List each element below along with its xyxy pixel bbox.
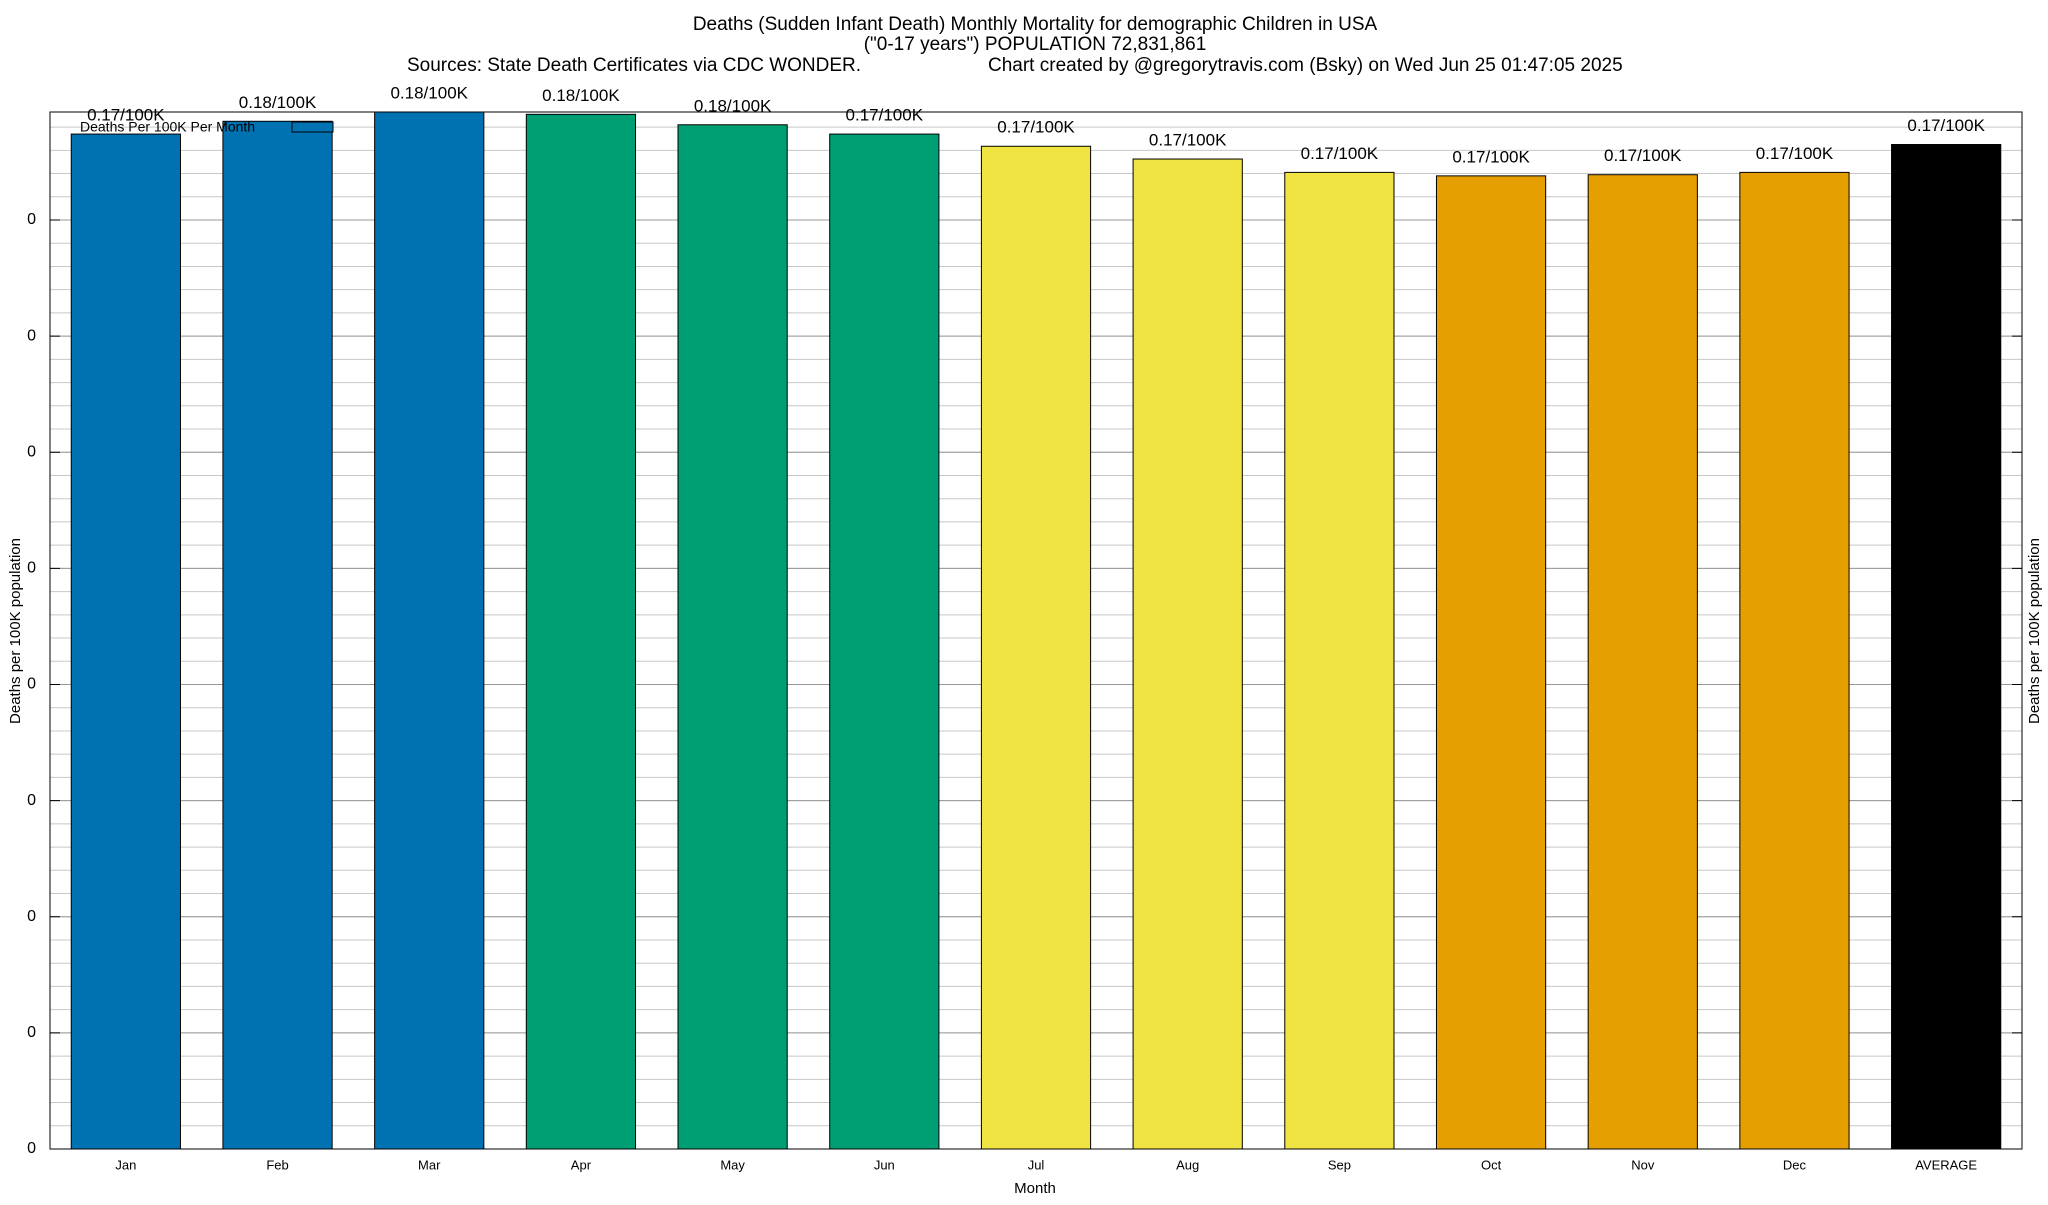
bar bbox=[374, 111, 485, 1150]
value-label: 0.17/100K bbox=[846, 106, 924, 125]
x-tick-label: Apr bbox=[571, 1157, 592, 1172]
y-tick-label: 0 bbox=[27, 211, 36, 228]
x-tick-label: Aug bbox=[1176, 1157, 1199, 1172]
value-label: 0.17/100K bbox=[1149, 131, 1227, 150]
bar bbox=[677, 124, 788, 1150]
y-tick-label: 0 bbox=[27, 676, 36, 693]
x-tick-label: Oct bbox=[1481, 1157, 1502, 1172]
legend-swatch bbox=[291, 121, 334, 133]
chart-title: Deaths (Sudden Infant Death) Monthly Mor… bbox=[693, 14, 1378, 35]
credit-note: Chart created by @gregorytravis.com (Bsk… bbox=[988, 55, 1623, 76]
bar bbox=[1739, 171, 1850, 1150]
x-tick-label: Feb bbox=[266, 1157, 288, 1172]
y-tick-label: 0 bbox=[27, 1140, 36, 1157]
y-tick-label: 0 bbox=[27, 908, 36, 925]
bar bbox=[1891, 144, 2002, 1150]
bar bbox=[70, 133, 181, 1150]
bar bbox=[829, 133, 940, 1150]
value-label: 0.17/100K bbox=[997, 118, 1075, 137]
y-tick-label: 0 bbox=[27, 792, 36, 809]
value-label: 0.17/100K bbox=[1907, 116, 1985, 135]
y-tick-label: 0 bbox=[27, 1024, 36, 1041]
x-tick-label: Sep bbox=[1328, 1157, 1351, 1172]
x-tick-label: Mar bbox=[418, 1157, 441, 1172]
value-label: 0.18/100K bbox=[694, 96, 772, 115]
x-axis-label: Month bbox=[1014, 1180, 1056, 1197]
y-tick-label: 0 bbox=[27, 443, 36, 460]
bar bbox=[525, 113, 637, 1150]
value-label: 0.18/100K bbox=[390, 83, 468, 102]
source-note: Sources: State Death Certificates via CD… bbox=[407, 55, 861, 76]
x-tick-label: May bbox=[720, 1157, 745, 1172]
y-tick-label: 0 bbox=[27, 560, 36, 577]
x-tick-label: Dec bbox=[1783, 1157, 1807, 1172]
value-label: 0.17/100K bbox=[87, 106, 165, 125]
y2-axis-label: Deaths per 100K population bbox=[2026, 538, 2043, 724]
bar bbox=[980, 145, 1092, 1150]
bar bbox=[1587, 174, 1698, 1150]
value-label: 0.17/100K bbox=[1756, 144, 1834, 163]
bar bbox=[1284, 171, 1395, 1150]
x-tick-label: AVERAGE bbox=[1915, 1157, 1977, 1172]
legend-label: Deaths Per 100K Per Month bbox=[80, 119, 255, 135]
bar bbox=[1435, 175, 1547, 1150]
value-label: 0.17/100K bbox=[1452, 147, 1530, 166]
value-label: 0.17/100K bbox=[1604, 146, 1682, 165]
chart-subtitle: ("0-17 years") POPULATION 72,831,861 bbox=[864, 34, 1207, 55]
y-axis-label: Deaths per 100K population bbox=[7, 538, 24, 724]
x-tick-label: Nov bbox=[1631, 1157, 1655, 1172]
x-tick-label: Jan bbox=[115, 1157, 136, 1172]
bar bbox=[222, 120, 333, 1150]
plot-frame bbox=[49, 111, 2023, 1150]
x-tick-label: Jul bbox=[1028, 1157, 1045, 1172]
value-label: 0.17/100K bbox=[1301, 144, 1379, 163]
value-label: 0.18/100K bbox=[239, 93, 317, 112]
value-label: 0.18/100K bbox=[542, 86, 620, 105]
bar bbox=[1132, 158, 1243, 1150]
y-tick-label: 0 bbox=[27, 327, 36, 344]
x-tick-label: Jun bbox=[874, 1157, 895, 1172]
